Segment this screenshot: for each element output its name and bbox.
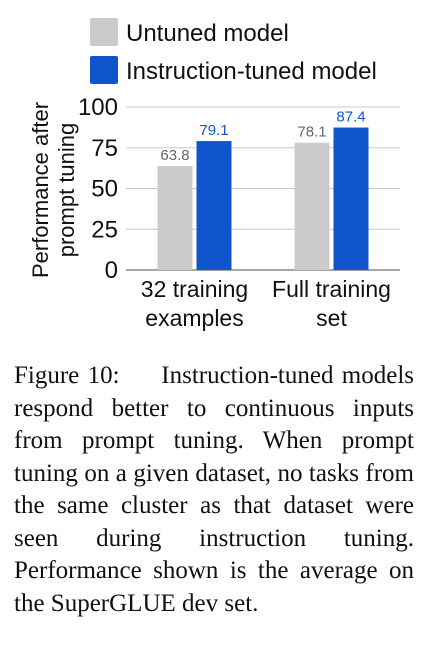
x-category-label: Full training xyxy=(272,276,391,302)
y-tick-label: 75 xyxy=(91,135,118,162)
y-tick-label: 0 xyxy=(105,257,118,284)
data-labels: 63.8 79.1 78.1 87.4 xyxy=(160,109,365,164)
x-category-label: set xyxy=(316,305,347,331)
bars xyxy=(157,127,369,271)
data-label: 78.1 xyxy=(297,124,326,141)
y-tick-label: 25 xyxy=(91,216,118,243)
y-tick-label: 50 xyxy=(91,176,118,203)
legend-swatch xyxy=(90,56,118,84)
legend: Untuned model Instruction-tuned model xyxy=(90,18,377,85)
y-axis-title-line: Performance after xyxy=(28,102,53,278)
legend-swatch xyxy=(90,18,118,46)
legend-label: Instruction-tuned model xyxy=(126,58,377,85)
data-label: 79.1 xyxy=(199,122,228,139)
x-category-label: examples xyxy=(145,305,243,331)
x-category-label: 32 training xyxy=(141,276,248,302)
x-axis-labels: 32 training examples Full training set xyxy=(141,276,391,331)
figure-number: Figure 10: xyxy=(14,362,120,389)
figure-caption: Figure 10: Instruction-tuned models resp… xyxy=(14,360,414,620)
y-axis-title-line: prompt tuning xyxy=(54,123,79,258)
data-label: 87.4 xyxy=(336,109,365,126)
bar xyxy=(333,127,369,271)
bar-chart: Untuned model Instruction-tuned model Per… xyxy=(28,18,400,331)
y-axis-title: Performance after prompt tuning xyxy=(28,102,79,278)
legend-label: Untuned model xyxy=(126,20,289,47)
y-tick-label: 100 xyxy=(78,94,118,121)
bar xyxy=(157,166,193,270)
y-axis-ticks: 0 25 50 75 100 xyxy=(78,94,118,284)
caption-text: Instruction-tuned models respond better … xyxy=(14,362,415,617)
data-label: 63.8 xyxy=(160,147,189,164)
bar xyxy=(196,141,232,270)
bar xyxy=(294,142,330,270)
